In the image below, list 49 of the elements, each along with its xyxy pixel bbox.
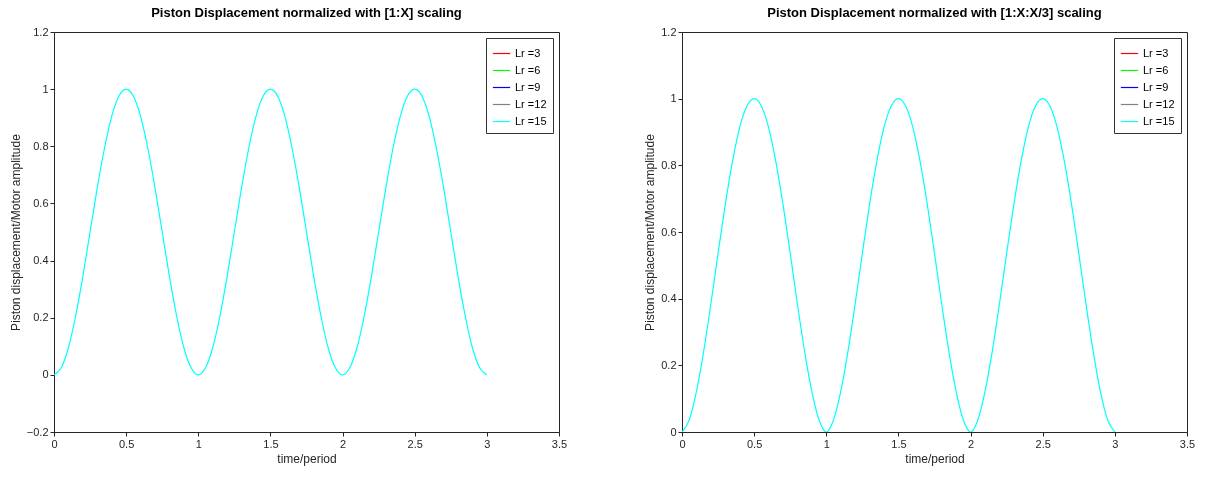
legend-label: Lr =3 bbox=[1143, 46, 1169, 59]
chart-title: Piston Displacement normalized with [1:X] scaling bbox=[151, 5, 462, 20]
x-tick-label: 3.5 bbox=[1179, 437, 1196, 450]
y-tick-label: 0.6 bbox=[33, 196, 49, 209]
y-tick-label: 0.6 bbox=[661, 225, 677, 238]
chart-title: Piston Displacement normalized with [1:X:X/3] scaling bbox=[767, 5, 1102, 20]
x-tick-label: 0 bbox=[679, 437, 686, 450]
x-tick-label: 3.5 bbox=[551, 437, 568, 450]
x-tick-label: 1 bbox=[823, 437, 830, 450]
x-tick-label: 1 bbox=[195, 437, 202, 450]
y-tick-label: 0 bbox=[670, 425, 677, 438]
y-tick-label: 1.2 bbox=[33, 25, 49, 38]
y-tick-label: 1 bbox=[670, 92, 677, 105]
legend-label: Lr =3 bbox=[515, 46, 541, 59]
x-tick-label: 2 bbox=[968, 437, 975, 450]
y-tick-label: 0.2 bbox=[33, 311, 49, 324]
x-tick-label: 0 bbox=[51, 437, 58, 450]
legend-label: Lr =9 bbox=[1143, 80, 1169, 93]
line-series bbox=[54, 88, 488, 376]
y-tick-label: 0.4 bbox=[33, 254, 49, 267]
x-tick-label: 1.5 bbox=[263, 437, 279, 450]
x-axis-title: time/period bbox=[277, 451, 337, 466]
y-tick-label: −0.2 bbox=[26, 425, 49, 438]
y-tick-label: 1.2 bbox=[661, 25, 677, 38]
y-tick-label: 0.4 bbox=[661, 292, 677, 305]
line-series bbox=[682, 98, 1116, 432]
x-tick-label: 2 bbox=[340, 437, 347, 450]
legend-label: Lr =6 bbox=[515, 63, 541, 76]
y-tick-label: 1 bbox=[42, 82, 49, 95]
x-tick-label: 3 bbox=[1112, 437, 1119, 450]
y-axis-title: Piston displacement/Motor amplitude bbox=[643, 133, 658, 331]
y-tick-label: 0 bbox=[42, 368, 49, 381]
y-axis-title: Piston displacement/Motor amplitude bbox=[8, 133, 23, 331]
legend-label: Lr =15 bbox=[1143, 114, 1175, 127]
legend-label: Lr =12 bbox=[1143, 97, 1175, 110]
legend-label: Lr =9 bbox=[515, 80, 541, 93]
legend-label: Lr =6 bbox=[1143, 63, 1169, 76]
x-tick-label: 0.5 bbox=[118, 437, 135, 450]
legend-label: Lr =12 bbox=[515, 97, 547, 110]
x-tick-label: 1.5 bbox=[891, 437, 907, 450]
y-tick-label: 0.2 bbox=[661, 358, 677, 371]
x-tick-label: 3 bbox=[484, 437, 491, 450]
y-tick-label: 0.8 bbox=[33, 139, 49, 152]
x-axis-title: time/period bbox=[905, 451, 965, 466]
x-tick-label: 2.5 bbox=[1035, 437, 1051, 450]
y-tick-label: 0.8 bbox=[661, 158, 677, 171]
x-tick-label: 0.5 bbox=[746, 437, 763, 450]
legend-label: Lr =15 bbox=[515, 114, 547, 127]
x-tick-label: 2.5 bbox=[407, 437, 423, 450]
